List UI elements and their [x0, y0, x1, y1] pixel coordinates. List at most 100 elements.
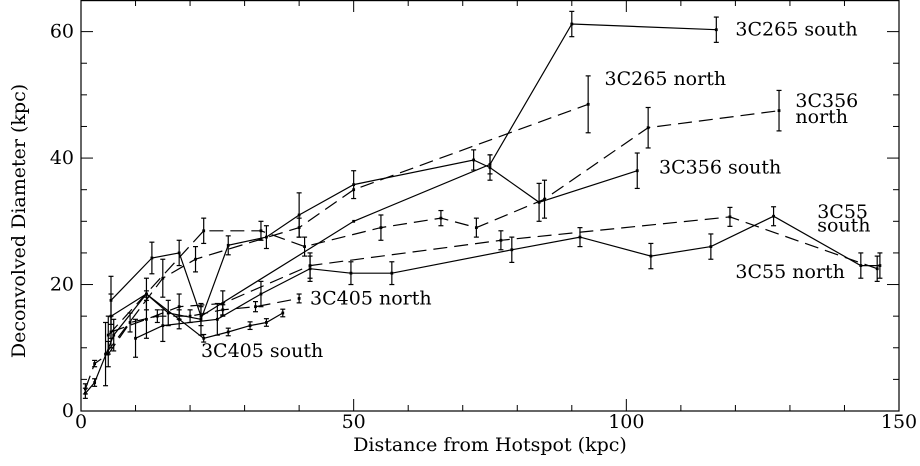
x-tick-label: 50: [342, 411, 366, 433]
series-group: [82, 293, 302, 395]
data-point: [177, 305, 181, 309]
data-point: [128, 321, 132, 324]
data-point: [728, 215, 732, 219]
axis-ticks: [80, 0, 900, 412]
series-group: [82, 290, 286, 399]
data-point: [308, 267, 312, 271]
data-point: [106, 333, 110, 337]
data-point: [226, 243, 230, 247]
data-point: [93, 381, 97, 384]
data-point: [349, 271, 353, 275]
data-point: [221, 308, 225, 312]
series-label: 3C356: [795, 90, 858, 112]
y-tick-label: 20: [50, 274, 74, 296]
data-point: [109, 330, 113, 334]
data-point: [145, 317, 148, 321]
data-point: [150, 256, 154, 260]
data-point: [635, 169, 639, 173]
data-point: [199, 317, 203, 321]
y-axis-title: Deconvolved Diameter (kpc): [8, 84, 30, 358]
data-point: [709, 245, 713, 248]
series-label: north: [795, 106, 848, 128]
data-point: [875, 267, 879, 271]
data-point: [202, 336, 206, 340]
data-point: [352, 183, 356, 187]
series-label: 3C356 south: [659, 157, 781, 179]
data-point: [488, 166, 492, 169]
data-point: [586, 102, 590, 106]
data-point: [166, 311, 170, 315]
series-label: 3C55: [817, 201, 868, 223]
series-label: 3C405 north: [310, 287, 432, 309]
series-label: 3C55 north: [735, 261, 844, 283]
data-point: [878, 264, 882, 267]
data-point: [297, 297, 301, 300]
data-point: [83, 391, 87, 395]
data-point: [188, 314, 192, 318]
data-point: [161, 324, 165, 328]
data-point: [134, 336, 137, 340]
data-point: [177, 317, 181, 321]
series-line: [105, 103, 589, 355]
x-tick-label: 150: [881, 411, 917, 433]
data-point: [352, 219, 356, 223]
data-point: [194, 257, 197, 261]
data-point: [772, 214, 775, 218]
data-point: [265, 321, 268, 324]
x-tick-label: 0: [75, 411, 87, 433]
data-point: [248, 324, 252, 328]
data-point: [221, 302, 225, 305]
data-point: [714, 28, 718, 32]
y-tick-label: 0: [62, 400, 74, 422]
data-point: [202, 229, 206, 233]
data-point: [281, 311, 285, 315]
data-point: [379, 226, 383, 230]
series-line: [110, 23, 717, 318]
data-point: [177, 251, 181, 255]
plot-border: [80, 0, 900, 412]
data-point: [297, 213, 301, 217]
data-point: [859, 264, 863, 267]
data-point: [215, 317, 219, 321]
data-point: [161, 276, 165, 280]
data-point: [646, 126, 650, 130]
data-point: [499, 238, 503, 242]
series-label: 3C405 south: [201, 340, 323, 362]
data-point: [777, 109, 781, 113]
y-tick-label: 60: [50, 21, 74, 43]
data-point: [390, 271, 394, 275]
data-point: [155, 314, 159, 318]
series-group: [108, 206, 880, 349]
series-line: [110, 216, 878, 333]
data-point: [106, 352, 110, 356]
data-point: [474, 226, 478, 230]
data-point: [570, 22, 574, 26]
x-tick-label: 100: [608, 411, 644, 433]
data-point: [259, 292, 263, 296]
series-label: 3C265 south: [735, 19, 857, 41]
y-tick-label: 40: [50, 147, 74, 169]
series-label: south: [817, 215, 870, 237]
data-point: [537, 200, 541, 204]
data-point: [439, 216, 443, 220]
series-group: [105, 89, 782, 355]
data-point: [265, 235, 268, 239]
data-point: [578, 235, 582, 239]
plot-frame: [80, 0, 900, 412]
data-point: [254, 305, 257, 309]
data-point: [226, 330, 230, 334]
series-label: 3C265 north: [605, 68, 727, 90]
data-point: [93, 362, 97, 365]
data-point: [510, 248, 514, 252]
data-point: [303, 245, 306, 248]
tick-labels: 0 50 100 150 0 20 40 60: [50, 21, 917, 433]
series-line: [107, 110, 780, 336]
data-point: [259, 229, 263, 233]
data-point: [145, 292, 148, 296]
x-axis-title: Distance from Hotspot (kpc): [353, 434, 627, 456]
data-point: [472, 158, 476, 162]
data-point: [112, 333, 116, 337]
